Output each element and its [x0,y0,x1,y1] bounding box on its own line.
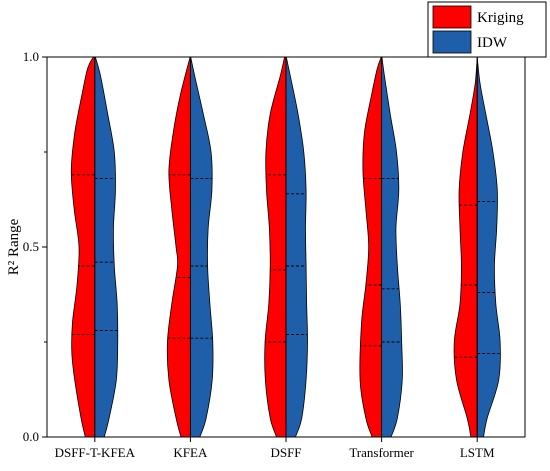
x-axis: DSFF-T-KFEA KFEA DSFF Transformer LSTM [55,437,495,460]
violin-layer [70,56,501,438]
violin-half-idw-dsff [285,56,308,438]
y-tick-label-0-5: 0.5 [23,239,39,254]
y-axis-title: R² Range [6,218,22,275]
x-tick-label-dsff-t-kfea: DSFF-T-KFEA [55,445,136,460]
x-tick-label-lstm: LSTM [460,445,495,460]
violin-half-kriging-dsff [264,56,287,438]
violin-half-idw-dsff-t-kfea [94,56,119,438]
violin-half-idw-transformer [381,56,403,438]
quartile-lines [71,174,500,358]
y-tick-label-1-0: 1.0 [23,49,39,64]
legend-label-kriging: Kriging [477,10,524,26]
y-axis: 0.0 0.5 1.0 [23,49,47,444]
violin-half-idw-lstm [476,56,501,438]
violin-half-kriging-transformer [359,56,382,438]
x-tick-label-dsff: DSFF [270,445,301,460]
x-tick-label-kfea: KFEA [173,445,208,460]
legend-label-idw: IDW [477,35,508,51]
x-tick-label-transformer: Transformer [349,445,414,460]
legend: Kriging IDW [427,1,547,58]
violin-half-kriging-lstm [453,56,478,438]
y-tick-label-0-0: 0.0 [23,429,39,444]
legend-swatch-idw [432,30,472,54]
violin-half-kriging-dsff-t-kfea [70,56,96,438]
legend-swatch-kriging [432,5,472,29]
violin-half-kriging-kfea [166,56,191,438]
violin-half-idw-kfea [190,56,214,438]
